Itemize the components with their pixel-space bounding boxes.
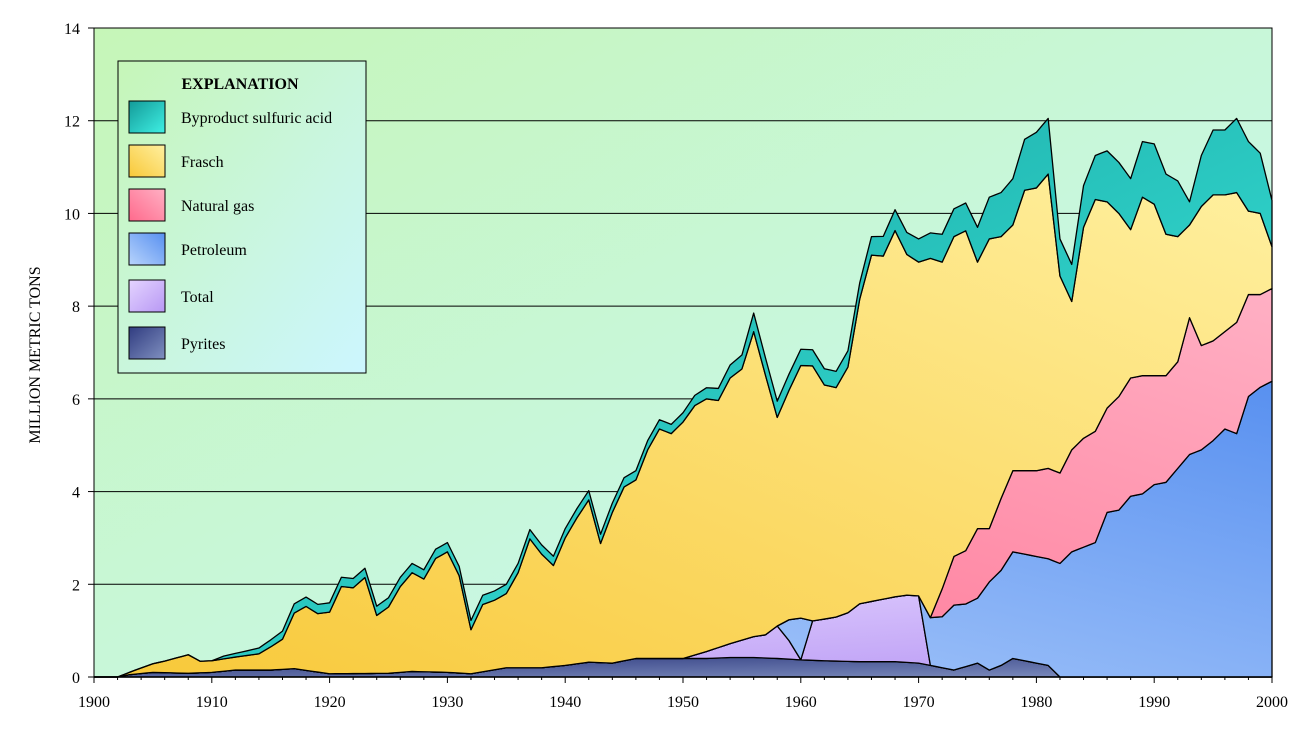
y-tick-label: 10 <box>64 206 80 223</box>
y-tick-label: 0 <box>72 670 80 687</box>
y-axis-label: MILLION METRIC TONS <box>27 266 44 443</box>
x-tick-label: 1950 <box>667 694 699 711</box>
x-tick-label: 1940 <box>549 694 581 711</box>
legend-swatch-frasch <box>128 144 166 178</box>
y-tick-label: 8 <box>72 299 80 316</box>
y-tick-label: 14 <box>64 21 80 38</box>
legend-label: Pyrites <box>181 336 225 353</box>
x-axis: 1900 1910 1920 1930 1940 1950 1960 1970 1980 1990… <box>78 677 1288 711</box>
y-tick-label: 12 <box>64 114 80 131</box>
area-byproduct <box>93 117 1273 678</box>
legend-swatch-total <box>128 279 166 313</box>
y-tick-label: 2 <box>72 577 80 594</box>
x-tick-label: 2000 <box>1256 694 1288 711</box>
x-tick-label: 1920 <box>314 694 346 711</box>
x-tick-label: 1990 <box>1138 694 1170 711</box>
y-tick-label: 6 <box>72 392 80 409</box>
legend-swatch-petroleum <box>128 232 166 266</box>
x-tick-label: 1900 <box>78 694 110 711</box>
y-axis: 0 2 4 6 8 10 12 14 <box>64 21 94 687</box>
x-tick-label: 1960 <box>785 694 817 711</box>
legend-swatch-natural-gas <box>128 188 166 222</box>
legend-swatch-byproduct <box>128 100 166 134</box>
legend-title: EXPLANATION <box>181 76 298 93</box>
legend: EXPLANATION Byproduct sulfuric acid Frasc… <box>117 60 367 374</box>
legend-label: Petroleum <box>181 242 247 259</box>
legend-label: Frasch <box>181 154 224 171</box>
x-tick-label: 1980 <box>1020 694 1052 711</box>
y-tick-label: 4 <box>72 485 80 502</box>
legend-label: Total <box>181 289 214 306</box>
legend-label: Byproduct sulfuric acid <box>181 110 332 127</box>
x-tick-label: 1930 <box>431 694 463 711</box>
legend-swatch-pyrites <box>128 326 166 360</box>
legend-label: Natural gas <box>181 198 254 215</box>
x-tick-label: 1910 <box>196 694 228 711</box>
x-tick-label: 1970 <box>903 694 935 711</box>
